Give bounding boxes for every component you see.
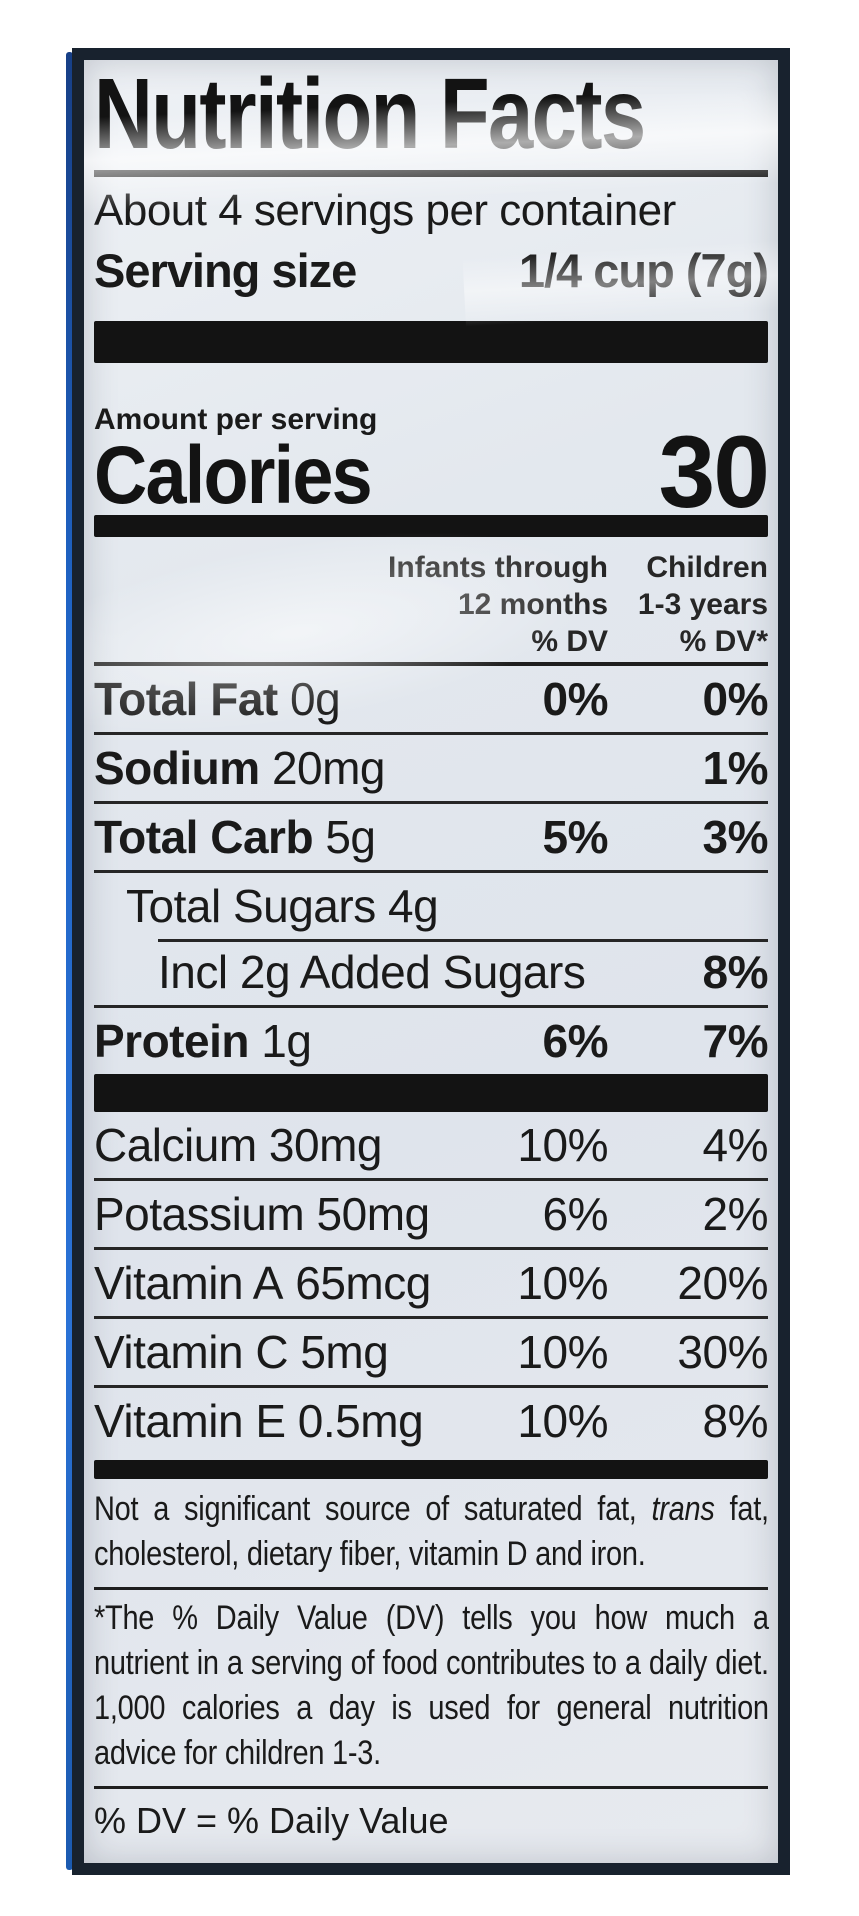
label-content: Nutrition Facts About 4 servings per con… <box>84 64 778 1863</box>
nutrient-amount: 1g <box>248 1015 312 1067</box>
divider-thin <box>94 1587 768 1590</box>
nutrient-name-text: Calcium <box>94 1119 257 1171</box>
nutrient-name-text: Incl 2g Added Sugars <box>158 946 586 998</box>
dv-children-value: 8% <box>702 1395 769 1447</box>
nutrient-name-text: Protein <box>94 1015 249 1067</box>
nutrition-label: Nutrition Facts About 4 servings per con… <box>72 48 790 1875</box>
dv-infants-value: 6% <box>542 1015 609 1067</box>
nutrient-row: Vitamin C 5mg 10% 30% <box>94 1316 769 1385</box>
dv-header-infants: Infants through 12 months % DV <box>388 549 608 660</box>
dv-infants-value: 10% <box>517 1119 608 1171</box>
nutrient-amount: 5mg <box>288 1326 389 1378</box>
dv-infants-value: 10% <box>517 1257 608 1309</box>
dv-header-line: 1-3 years <box>637 588 768 621</box>
nutrient-name-text: Total Carb <box>94 811 314 863</box>
nutrient-name: Sodium 20mg <box>94 743 458 793</box>
dv-children-value: 4% <box>702 1119 769 1171</box>
not-significant-italic: trans <box>651 1490 715 1528</box>
dv-header-children: Children 1-3 years % DV* <box>608 549 768 660</box>
dv-children-value: 8% <box>702 946 769 998</box>
nutrient-row: Vitamin E 0.5mg 10% 8% <box>94 1385 769 1454</box>
nutrient-name: Incl 2g Added Sugars <box>94 946 586 998</box>
calories-label: Calories <box>94 430 373 521</box>
amount-per-serving-label: Amount per serving <box>94 403 378 436</box>
dv-infants-value: 10% <box>517 1395 608 1447</box>
calories-row: Calories 30 <box>94 421 770 523</box>
serving-size-row: Serving size 1/4 cup (7g) <box>94 243 769 299</box>
nutrient-row: Total Fat 0g 0% 0% <box>94 666 769 732</box>
divider-bar-thick <box>94 321 768 363</box>
nutrient-name-text: Total Sugars <box>126 880 376 932</box>
nutrient-name-text: Potassium <box>94 1188 305 1240</box>
dv-header-line: Infants through <box>388 551 608 584</box>
divider-bar-medium <box>94 1460 768 1479</box>
dv-header-line: Children <box>646 551 768 584</box>
nutrient-name: Protein 1g <box>94 1016 458 1066</box>
dv-children-value: 1% <box>702 742 769 794</box>
nutrient-amount: 0g <box>277 673 341 725</box>
nutrient-name: Potassium 50mg <box>94 1190 458 1238</box>
dv-children-value: 0% <box>702 673 769 725</box>
nutrient-row: Total Carb 5g 5% 3% <box>94 801 769 870</box>
nutrient-amount: 50mg <box>304 1188 431 1240</box>
not-significant-pre: Not a significant source of saturated fa… <box>94 1490 652 1528</box>
dv-column-headers: Infants through 12 months % DV Children … <box>94 549 768 660</box>
dv-infants-value: 0% <box>542 673 609 725</box>
nutrient-row: Protein 1g 6% 7% <box>94 1005 769 1074</box>
nutrient-name-text: Vitamin E <box>94 1395 286 1447</box>
servings-per-container: About 4 servings per container <box>94 186 676 235</box>
dv-infants-value: 10% <box>517 1326 608 1378</box>
nutrient-amount: 0.5mg <box>285 1395 424 1447</box>
nutrient-name: Vitamin E 0.5mg <box>94 1397 458 1445</box>
serving-size-label: Serving size <box>94 244 357 297</box>
nutrient-name-text: Total Fat <box>94 673 278 725</box>
nutrient-row: Sodium 20mg 1% <box>94 732 769 801</box>
nutrient-name-text: Sodium <box>94 742 260 794</box>
dv-children-value: 3% <box>702 811 769 863</box>
dv-children-value: 20% <box>677 1257 768 1309</box>
nutrient-name: Total Carb 5g <box>94 812 458 862</box>
nutrient-amount: 65mcg <box>282 1257 431 1309</box>
nutrient-name: Vitamin C 5mg <box>94 1328 458 1376</box>
dv-children-value: 30% <box>677 1326 768 1378</box>
label-title: Nutrition Facts <box>94 58 646 170</box>
divider-thin <box>94 1786 768 1789</box>
nutrient-amount: 20mg <box>259 742 386 794</box>
nutrient-name: Calcium 30mg <box>94 1121 458 1169</box>
divider-title <box>94 170 768 177</box>
nutrient-name: Total Sugars 4g <box>94 881 458 931</box>
nutrient-name-text: Vitamin A <box>94 1257 283 1309</box>
nutrient-name: Total Fat 0g <box>94 674 458 724</box>
dv-header-line: % DV* <box>679 625 768 658</box>
not-significant-post: fat, cholesterol, dietary fiber, vitamin… <box>94 1490 769 1573</box>
nutrient-row: Total Sugars 4g <box>94 870 768 939</box>
dv-infants-value: 5% <box>542 811 609 863</box>
nutrient-row: Incl 2g Added Sugars 8% <box>94 939 769 1005</box>
nutrient-row: Calcium 30mg 10% 4% <box>94 1112 769 1178</box>
dv-header-line: % DV <box>531 625 608 658</box>
not-significant-note: Not a significant source of saturated fa… <box>94 1487 769 1577</box>
dv-header-line: 12 months <box>457 588 608 621</box>
serving-size-value: 1/4 cup (7g) <box>518 244 769 297</box>
micronutrient-rows: Calcium 30mg 10% 4% Potassium 50mg 6% 2%… <box>94 1112 769 1454</box>
dv-definition: % DV = % Daily Value <box>94 1800 449 1841</box>
dv-children-value: 7% <box>702 1015 769 1067</box>
nutrient-row: Vitamin A 65mcg 10% 20% <box>94 1247 769 1316</box>
nutrient-row: Potassium 50mg 6% 2% <box>94 1178 769 1247</box>
calories-value: 30 <box>658 415 770 529</box>
nutrient-rows: Total Fat 0g 0% 0% Sodium 20mg 1% Total … <box>94 666 769 1074</box>
package-blue-edge <box>66 52 73 1870</box>
divider-bar-thick <box>94 1074 768 1112</box>
dv-infants-value: 6% <box>542 1188 609 1240</box>
dv-children-value: 2% <box>702 1188 769 1240</box>
nutrient-amount: 5g <box>313 811 376 863</box>
nutrient-name: Vitamin A 65mcg <box>94 1259 458 1307</box>
nutrient-name-text: Vitamin C <box>94 1326 289 1378</box>
dv-footnote: *The % Daily Value (DV) tells you how mu… <box>94 1599 769 1772</box>
nutrient-amount: 30mg <box>256 1119 383 1171</box>
nutrient-amount: 4g <box>375 880 439 932</box>
